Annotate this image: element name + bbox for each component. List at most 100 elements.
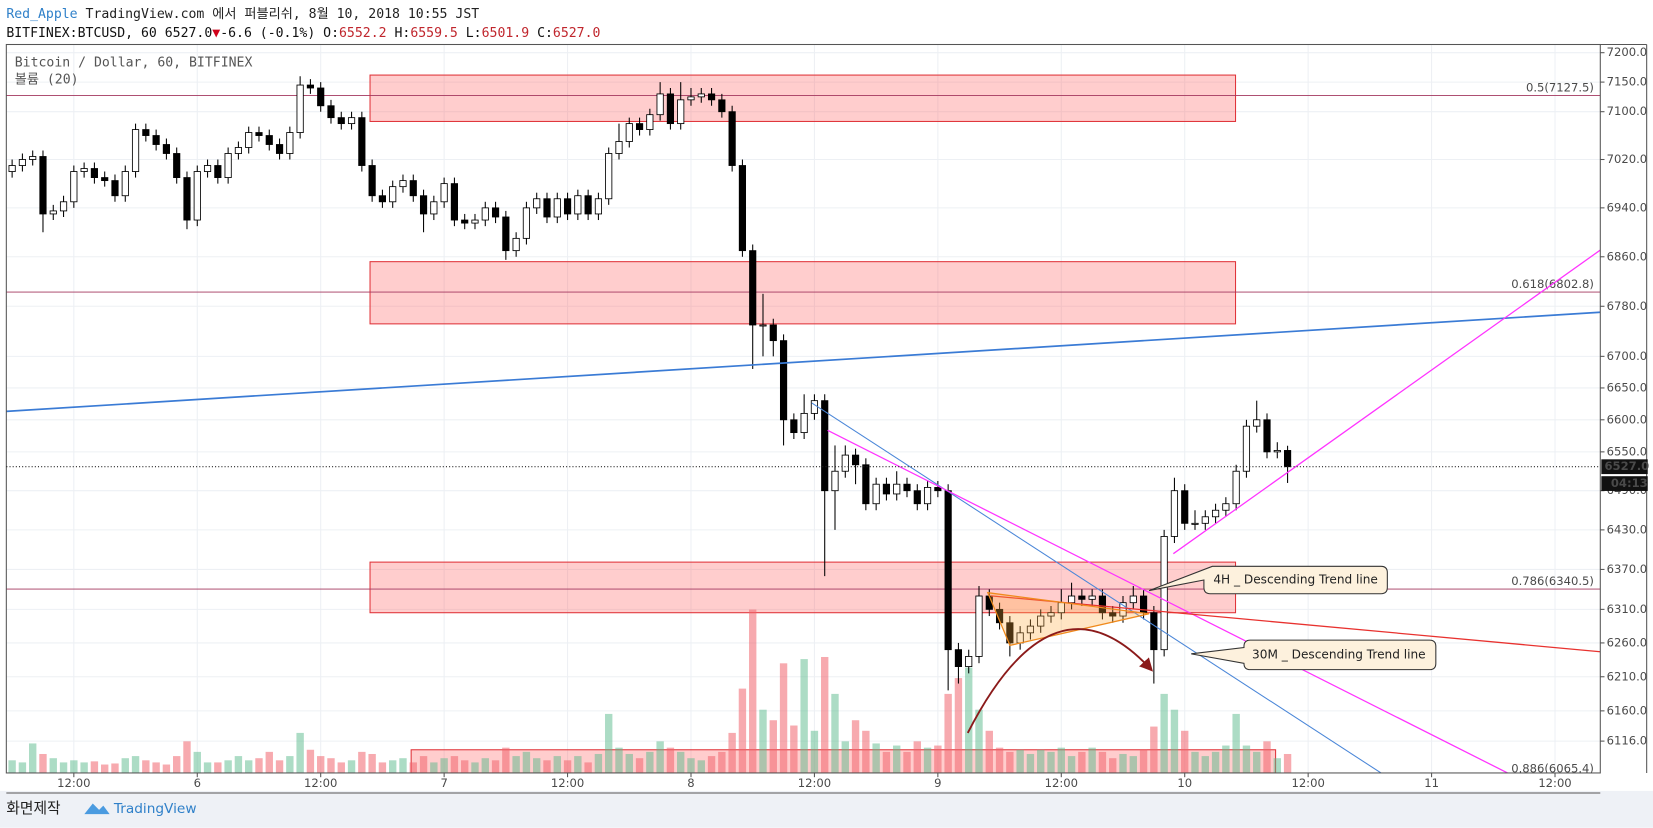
x-tick-label: 9: [934, 776, 941, 790]
volume-bar: [1098, 751, 1107, 773]
volume-bar: [512, 756, 520, 773]
zone-box: [369, 261, 1237, 325]
candle-body: [142, 129, 150, 136]
candle-body: [975, 595, 983, 657]
volume-bar: [1222, 745, 1230, 773]
footer-brand: TradingView: [113, 801, 197, 817]
countdown-label: 04:13: [1611, 476, 1648, 490]
volume-bar: [224, 760, 232, 773]
header-published: TradingView.com 에서 퍼블리쉬, 8월 10, 2018 10:…: [86, 6, 480, 22]
candle-body: [810, 400, 819, 414]
volume-bar: [1088, 747, 1096, 773]
y-tick-label: 6310.0: [1607, 602, 1648, 616]
candle-body: [759, 324, 767, 327]
candle-body: [296, 84, 304, 133]
candle-body: [358, 117, 366, 166]
volume-bar: [1232, 713, 1240, 773]
candle-body: [790, 419, 798, 434]
volume-bar: [666, 747, 675, 773]
volume-bar: [1067, 756, 1076, 773]
volume-bar: [471, 762, 479, 773]
candle-body: [8, 165, 16, 172]
volume-bar: [934, 745, 942, 773]
volume-bar: [718, 751, 726, 773]
y-tick-label: 6260.0: [1607, 635, 1648, 649]
callout-text: 30M _ Descending Trend line: [1252, 647, 1426, 661]
candle-body: [893, 483, 901, 495]
volume-bar: [594, 753, 603, 773]
fib-label: 0.5(7127.5): [1526, 81, 1594, 95]
x-tick-label: 12:00: [304, 776, 337, 790]
candle-body: [965, 656, 973, 668]
zone-box: [369, 561, 1237, 614]
volume-bar: [59, 762, 68, 773]
candle-body: [1273, 450, 1281, 453]
candle-body: [851, 454, 860, 466]
candle-body: [1129, 595, 1137, 604]
volume-bar: [317, 756, 325, 773]
c-value: 6527.0: [553, 26, 601, 41]
volume-bar: [728, 732, 736, 773]
candle-body: [183, 177, 191, 221]
volume-bar: [1201, 756, 1209, 773]
y-tick-label: 6160.0: [1607, 703, 1648, 717]
candle-body: [1109, 612, 1117, 617]
candle-body: [450, 183, 459, 221]
volume-bar: [358, 751, 366, 773]
candle-body: [1242, 425, 1251, 472]
candle-body: [738, 165, 747, 252]
volume-bar: [162, 764, 171, 773]
x-tick-label: 10: [1177, 776, 1192, 790]
o-value: 6552.2: [339, 26, 387, 41]
candle-body: [1160, 536, 1168, 651]
candle-body: [749, 250, 757, 326]
volume-bar: [1129, 756, 1137, 773]
callout-box: [1191, 639, 1437, 671]
volume-bar: [882, 751, 891, 773]
candle-body: [666, 93, 675, 125]
volume-bar: [39, 753, 47, 773]
volume-bar: [687, 758, 695, 773]
x-tick-label: 8: [687, 776, 694, 790]
candle-body: [841, 454, 849, 472]
volume-bar: [327, 758, 335, 773]
volume-bar: [409, 762, 417, 773]
volume-bar: [779, 663, 788, 773]
callout-text: 4H _ Descending Trend line: [1213, 573, 1378, 587]
volume-bar: [214, 762, 222, 773]
volume-bar: [1139, 749, 1148, 773]
volume-bar: [142, 760, 150, 773]
volume-pane: [8, 609, 1292, 773]
volume-bar: [49, 758, 57, 773]
volume-bar: [337, 762, 345, 773]
candle-body: [605, 153, 613, 200]
volume-bar: [193, 751, 201, 773]
volume-bar: [646, 751, 654, 773]
candle-body: [872, 483, 880, 505]
candle-body: [543, 198, 551, 218]
volume-bar: [1057, 747, 1065, 773]
volume-bar: [1078, 751, 1086, 773]
trend-line: [811, 402, 1382, 773]
curve-arrow: [966, 628, 1153, 734]
volume-bar: [605, 713, 613, 773]
last: 6527.0: [165, 26, 213, 41]
candle-body: [707, 93, 716, 101]
candle-body: [90, 168, 98, 178]
volume-bar: [656, 741, 664, 773]
candle-body: [944, 490, 952, 651]
x-tick-label: 12:00: [1045, 776, 1078, 790]
volume-bar: [759, 709, 767, 773]
volume-bar: [923, 747, 932, 773]
candle-body: [347, 117, 356, 125]
volume-bar: [502, 747, 510, 773]
x-tick-label: 12:00: [798, 776, 831, 790]
volume-bar: [18, 762, 27, 773]
candle-body: [718, 99, 726, 113]
candle-body: [461, 219, 469, 224]
fib-label: 0.886(6065.4): [1511, 761, 1594, 775]
candle-body: [275, 144, 284, 154]
volume-bar: [275, 760, 284, 773]
volume-bar: [697, 760, 705, 773]
candle-body: [409, 180, 417, 197]
